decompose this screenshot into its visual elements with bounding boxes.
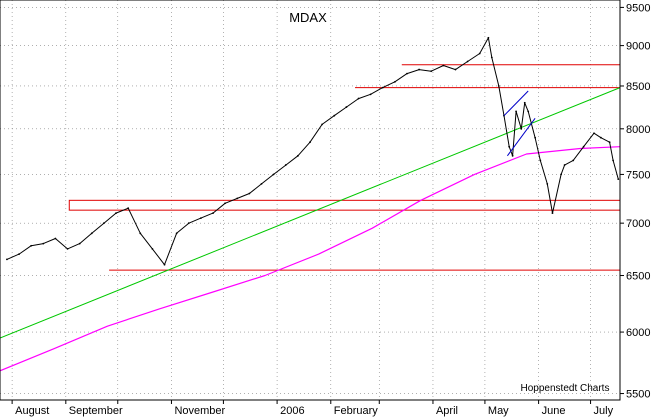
y-axis-ticks: 5500 6000 6500 7000 7500 8000 8500 9000 9500 — [620, 2, 650, 401]
price-point — [333, 114, 336, 117]
price-point — [508, 145, 511, 148]
price-point — [115, 212, 117, 215]
price-point — [381, 86, 384, 89]
x-axis-labels: August September November 2006 February April… — [11, 400, 614, 417]
moving-average-line — [0, 146, 621, 372]
chart-title: MDAX — [289, 10, 327, 25]
price-point — [487, 36, 490, 39]
price-point — [272, 173, 275, 176]
y-tick-label: 9500 — [626, 2, 650, 14]
price-point — [497, 85, 500, 87]
price-point — [612, 159, 614, 162]
y-tick-label: 6500 — [626, 271, 650, 283]
x-tick-label: February — [334, 405, 379, 417]
y-tick-label: 5500 — [626, 389, 650, 401]
price-point — [175, 232, 178, 235]
price-point — [357, 97, 360, 100]
x-tick-label: May — [488, 405, 509, 417]
price-point — [617, 178, 620, 181]
price-point — [593, 132, 595, 135]
price-point — [42, 242, 45, 245]
x-tick-label: August — [15, 405, 49, 417]
chart-credit: Hoppenstedt Charts — [521, 383, 610, 394]
price-point — [582, 145, 585, 148]
plot-frame — [0, 0, 621, 401]
price-point — [600, 136, 602, 139]
x-tick-label: 2006 — [280, 405, 304, 417]
price-point — [78, 242, 81, 245]
x-tick-label: June — [542, 405, 566, 417]
price-point — [551, 212, 554, 215]
data-series — [0, 36, 621, 372]
price-point — [418, 68, 421, 71]
price-point — [511, 154, 514, 157]
price-point — [369, 93, 372, 96]
price-point — [260, 182, 263, 185]
x-tick-label: July — [594, 405, 614, 417]
price-point — [539, 159, 542, 162]
price-point — [490, 56, 493, 59]
price-point — [6, 258, 8, 261]
price-point — [163, 263, 166, 266]
price-point — [466, 60, 469, 63]
price-point — [103, 222, 105, 225]
price-point — [187, 222, 190, 225]
y-tick-label: 6000 — [626, 327, 650, 339]
price-point — [309, 141, 311, 144]
price-point — [139, 232, 142, 235]
x-tick-label: September — [69, 405, 123, 417]
price-point — [442, 64, 445, 67]
price-point — [523, 101, 526, 104]
price-point — [454, 68, 457, 71]
x-tick-label: November — [174, 405, 225, 417]
price-point — [54, 237, 57, 240]
price-point — [151, 247, 154, 250]
price-point — [572, 159, 575, 162]
price-point — [560, 173, 563, 176]
price-point — [212, 212, 214, 215]
price-point — [534, 136, 537, 139]
price-point — [520, 127, 523, 130]
support-resistance-lines — [109, 64, 620, 271]
price-point — [345, 106, 348, 108]
trendline — [0, 87, 621, 339]
price-point — [321, 123, 324, 126]
y-tick-label: 8000 — [626, 124, 650, 136]
price-point — [18, 253, 20, 256]
y-tick-label: 7500 — [626, 169, 650, 181]
price-point — [127, 207, 130, 210]
channel-line — [506, 118, 536, 157]
price-point — [546, 182, 549, 185]
y-tick-label: 7000 — [626, 218, 650, 230]
price-point — [224, 202, 227, 205]
price-point — [248, 192, 251, 195]
price-point — [66, 247, 69, 250]
price-point — [30, 244, 33, 247]
price-point — [478, 52, 481, 55]
channel-line — [503, 90, 529, 117]
price-point — [296, 154, 299, 157]
price-point — [406, 72, 408, 75]
price-point — [393, 80, 396, 83]
price-point — [90, 232, 93, 235]
y-tick-label: 8500 — [626, 81, 650, 93]
x-tick-label: April — [436, 405, 458, 417]
price-point — [563, 164, 566, 166]
price-point — [236, 197, 239, 200]
price-point — [608, 141, 611, 144]
price-point — [284, 164, 287, 166]
y-tick-label: 9000 — [626, 41, 650, 53]
price-point — [430, 70, 433, 73]
price-point — [527, 110, 530, 113]
price-point — [199, 217, 202, 220]
price-point — [515, 110, 517, 113]
